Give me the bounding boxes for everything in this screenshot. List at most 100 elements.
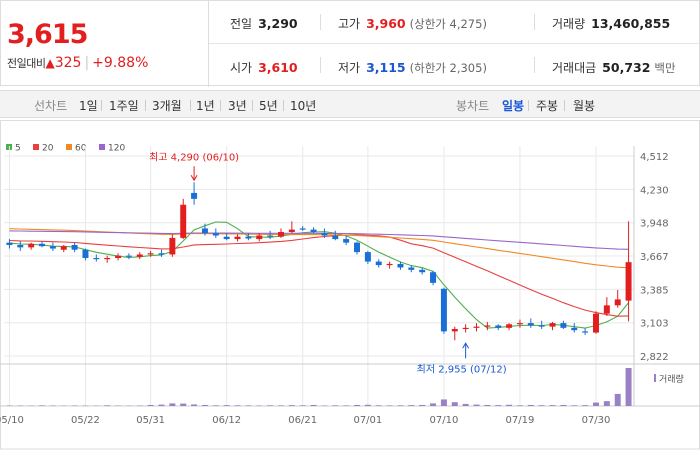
volume-bar xyxy=(375,405,382,406)
stat-value: 13,460,855 xyxy=(591,16,671,31)
stat-value: 3,960 xyxy=(366,16,406,31)
tab-weekly[interactable]: 주봉 xyxy=(536,99,559,113)
candle-body xyxy=(516,323,523,325)
volume-legend-swatch xyxy=(654,374,656,382)
y-tick-label: 2,822 xyxy=(640,352,669,363)
low-arrow-head-icon xyxy=(462,342,470,349)
tab-divider xyxy=(283,100,284,111)
x-tick-label: 05/22 xyxy=(71,415,100,426)
y-tick-label: 3,948 xyxy=(640,219,669,230)
candle-body xyxy=(71,244,78,250)
volume-bar xyxy=(147,404,154,406)
candle-body xyxy=(17,244,24,248)
candle-body xyxy=(571,327,578,331)
candle-body xyxy=(332,235,339,240)
volume-bar xyxy=(386,405,393,406)
stock-chart: 5 20 60 120 4,512 4,230 3,948 3,667 3,385 3,103 2,… xyxy=(0,120,700,450)
ma-legend-swatch xyxy=(66,144,72,150)
stat-open: 시가 3,610 xyxy=(230,59,298,76)
x-tick-label: 07/19 xyxy=(506,415,535,426)
stat-low: 저가 3,115 (하한가 2,305) xyxy=(338,59,487,76)
candle-body xyxy=(430,272,437,283)
tab-divider xyxy=(528,100,529,111)
change-divider: | xyxy=(84,55,90,71)
candle-body xyxy=(495,325,502,328)
current-price: 3,615 xyxy=(7,19,88,50)
volume-bar xyxy=(223,405,230,406)
ma-legend-label: 20 xyxy=(42,144,54,154)
volume-bar xyxy=(364,404,371,406)
volume-bar xyxy=(397,405,404,406)
volume-bar xyxy=(191,404,198,406)
candle-body xyxy=(82,249,89,259)
high-annotation: 최고 4,290 (06/10) xyxy=(149,151,239,163)
volume-bar xyxy=(245,405,252,406)
volume-bar xyxy=(625,368,632,406)
candle-body xyxy=(39,243,46,247)
volume-bar xyxy=(440,399,447,406)
candle-body xyxy=(234,236,241,240)
candle-body xyxy=(592,313,599,333)
volume-bar xyxy=(169,403,176,406)
volume-bar xyxy=(560,404,567,406)
candle-body xyxy=(104,258,111,260)
candle-body xyxy=(256,235,263,240)
volume-bar xyxy=(288,405,295,406)
x-tick-label: 07/01 xyxy=(353,415,382,426)
stat-value: 3,610 xyxy=(258,60,298,75)
y-tick-label: 3,667 xyxy=(640,252,669,263)
tab-1w[interactable]: 1주일 xyxy=(109,99,139,113)
volume-bar xyxy=(430,403,437,406)
volume-bar xyxy=(277,405,284,406)
tab-1d[interactable]: 1일 xyxy=(79,99,98,113)
stat-label: 전일 xyxy=(230,17,253,31)
change-label: 전일대비 xyxy=(7,57,46,70)
volume-bar xyxy=(201,404,208,406)
candle-body xyxy=(180,204,187,238)
candle-body xyxy=(408,267,415,270)
tab-10y[interactable]: 10년 xyxy=(290,99,317,113)
candle-body xyxy=(386,263,393,266)
tab-1y[interactable]: 1년 xyxy=(196,99,215,113)
candle-body xyxy=(462,327,469,330)
volume-bar xyxy=(549,405,556,406)
candle-body xyxy=(419,269,426,273)
volume-bar xyxy=(49,405,56,406)
stat-value: 50,732 xyxy=(602,60,651,75)
volume-bar xyxy=(180,403,187,406)
chart-frame xyxy=(0,120,700,450)
candle-body xyxy=(625,262,632,301)
stat-amount: 거래대금 50,732 백만 xyxy=(552,59,676,76)
tab-daily[interactable]: 일봉 xyxy=(502,99,525,113)
volume-bar xyxy=(158,404,165,406)
candle-body xyxy=(223,236,230,240)
stats-col-divider xyxy=(320,57,321,73)
volume-bar xyxy=(310,404,317,406)
volume-bar xyxy=(571,405,578,406)
candle-body xyxy=(115,255,122,259)
candle-body xyxy=(484,325,491,327)
candle-body xyxy=(364,252,371,262)
candle-body xyxy=(28,243,35,248)
volume-bar xyxy=(234,405,241,406)
candle-body xyxy=(267,235,274,237)
stat-high: 고가 3,960 (상한가 4,275) xyxy=(338,15,487,32)
candle-body xyxy=(343,239,350,243)
stat-label: 시가 xyxy=(230,61,253,75)
ma-legend-swatch xyxy=(99,144,105,150)
tab-5y[interactable]: 5년 xyxy=(259,99,278,113)
volume-bar xyxy=(104,405,111,406)
candle-body xyxy=(147,253,154,255)
volume-bar xyxy=(332,405,339,406)
x-tick-label: 06/21 xyxy=(288,415,317,426)
x-tick-label: 05/10 xyxy=(0,415,24,426)
tab-3y[interactable]: 3년 xyxy=(228,99,247,113)
price-box: 3,615 전일대비▲325 | +9.88% xyxy=(1,1,209,87)
volume-bar xyxy=(419,404,426,406)
stat-label: 저가 xyxy=(338,61,361,75)
tab-monthly[interactable]: 월봉 xyxy=(573,99,596,113)
tab-3m[interactable]: 3개월 xyxy=(152,99,182,113)
candle-body xyxy=(440,288,447,332)
candle-body xyxy=(603,305,610,314)
volume-bar xyxy=(343,405,350,406)
